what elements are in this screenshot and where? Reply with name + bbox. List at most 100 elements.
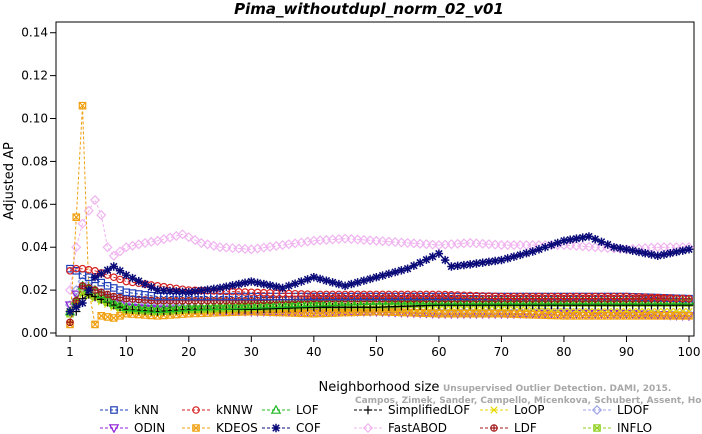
data-point-cof [572,234,581,243]
data-point-cof [666,249,675,258]
legend-item-lof: LOF [262,403,319,417]
data-point-cof [90,273,100,282]
data-point-lof [302,297,313,307]
data-point-ldf [147,296,156,305]
data-point-fastabod [596,242,607,253]
data-point-cof [334,279,344,289]
data-point-ldf [109,292,118,301]
data-point-ldf [253,296,262,305]
data-point-ldf [103,290,112,299]
data-point-cof [309,273,319,282]
data-point-lof [146,303,157,313]
data-point-ldf [97,288,106,296]
data-point-lof [114,299,126,309]
series-kdeos [66,101,693,329]
data-point-fastabod [77,218,88,229]
legend-label: kNNW [216,403,253,417]
data-point-cof [222,282,231,291]
data-point-lof [121,301,132,312]
data-point-cof [184,288,193,297]
legend-label: ODIN [134,421,165,434]
data-point-lof [264,299,276,309]
data-point-fastabod [227,243,238,254]
data-point-fastabod [114,246,126,257]
legend-label: LoOP [514,403,545,417]
data-point-cof [384,269,394,279]
data-point-fastabod [215,242,226,253]
legend-marker [591,404,603,416]
data-point-cof [140,279,150,289]
x-tick-label: 20 [181,345,196,359]
data-point-cof [353,278,362,287]
data-point-fastabod [89,194,101,206]
data-point-ldf [210,297,218,305]
data-point-fastabod [571,240,582,251]
data-point-lof [252,299,263,309]
data-point-cof [197,286,206,295]
legend-label: SimplifiedLOF [388,403,470,417]
data-point-cof [128,273,137,283]
x-tick-label: 70 [494,345,509,359]
data-point-cof [134,276,143,286]
data-point-cof [597,237,606,247]
data-point-cof [253,278,262,288]
legend-marker [490,406,498,414]
data-point-fastabod [565,240,576,251]
data-point-lof [258,299,270,309]
data-point-cof [284,281,294,291]
data-point-cof [378,271,387,280]
data-point-fastabod [477,238,488,249]
legend-item-odin: ODIN [100,421,165,434]
data-point-lof [289,298,301,308]
data-point-ldf [122,294,131,303]
data-point-fastabod [208,240,219,251]
legend-item-knnw: kNNW [182,403,253,417]
data-point-cof [422,255,431,264]
data-point-cof [203,285,212,294]
credit-line: Campos, Zimek, Sander, Campello, Micenko… [355,396,702,406]
data-point-fastabod [352,234,363,245]
data-point-fastabod [340,233,351,244]
legend-item-fastabod: FastABOD [354,421,447,434]
plot-frame [55,21,695,337]
data-point-cof [147,282,156,292]
data-point-fastabod [240,243,251,254]
data-point-lof [321,297,332,307]
data-point-fastabod [190,235,201,246]
data-point-lof [271,298,282,309]
data-point-fastabod [196,237,207,248]
data-point-fastabod [408,238,419,249]
data-point-cof [684,245,694,254]
data-point-cof [84,285,93,295]
data-point-fastabod [358,234,369,245]
legend-marker [110,406,118,414]
data-point-cof [653,251,662,260]
data-point-cof [509,252,519,261]
data-point-cof [528,247,537,256]
data-point-cof [272,282,281,291]
data-point-cof [359,276,369,285]
data-point-cof [103,265,112,275]
data-point-ldf [247,297,256,305]
data-point-cof [584,232,594,241]
data-point-cof [609,243,619,252]
data-point-lof [196,301,207,311]
data-point-fastabod [233,243,244,254]
data-point-fastabod [490,239,501,250]
data-point-kdeos [109,314,118,322]
data-point-ldf [241,297,249,305]
data-point-cof [628,246,637,255]
legend-item-ldof: LDOF [583,403,649,417]
data-point-cof [78,298,87,308]
data-point-lof [283,298,295,308]
data-point-cof [490,256,500,266]
legend-item-inflo: INFLO [583,421,652,434]
y-tick-label: 0.04 [21,240,48,254]
data-point-knnw [685,294,693,303]
data-point-cof [591,234,600,244]
data-point-lof [127,302,138,312]
chart-title: Pima_withoutdupl_norm_02_v01 [234,0,504,18]
data-point-lof [139,303,151,313]
data-point-cof [240,278,250,288]
data-point-lof [96,288,107,299]
